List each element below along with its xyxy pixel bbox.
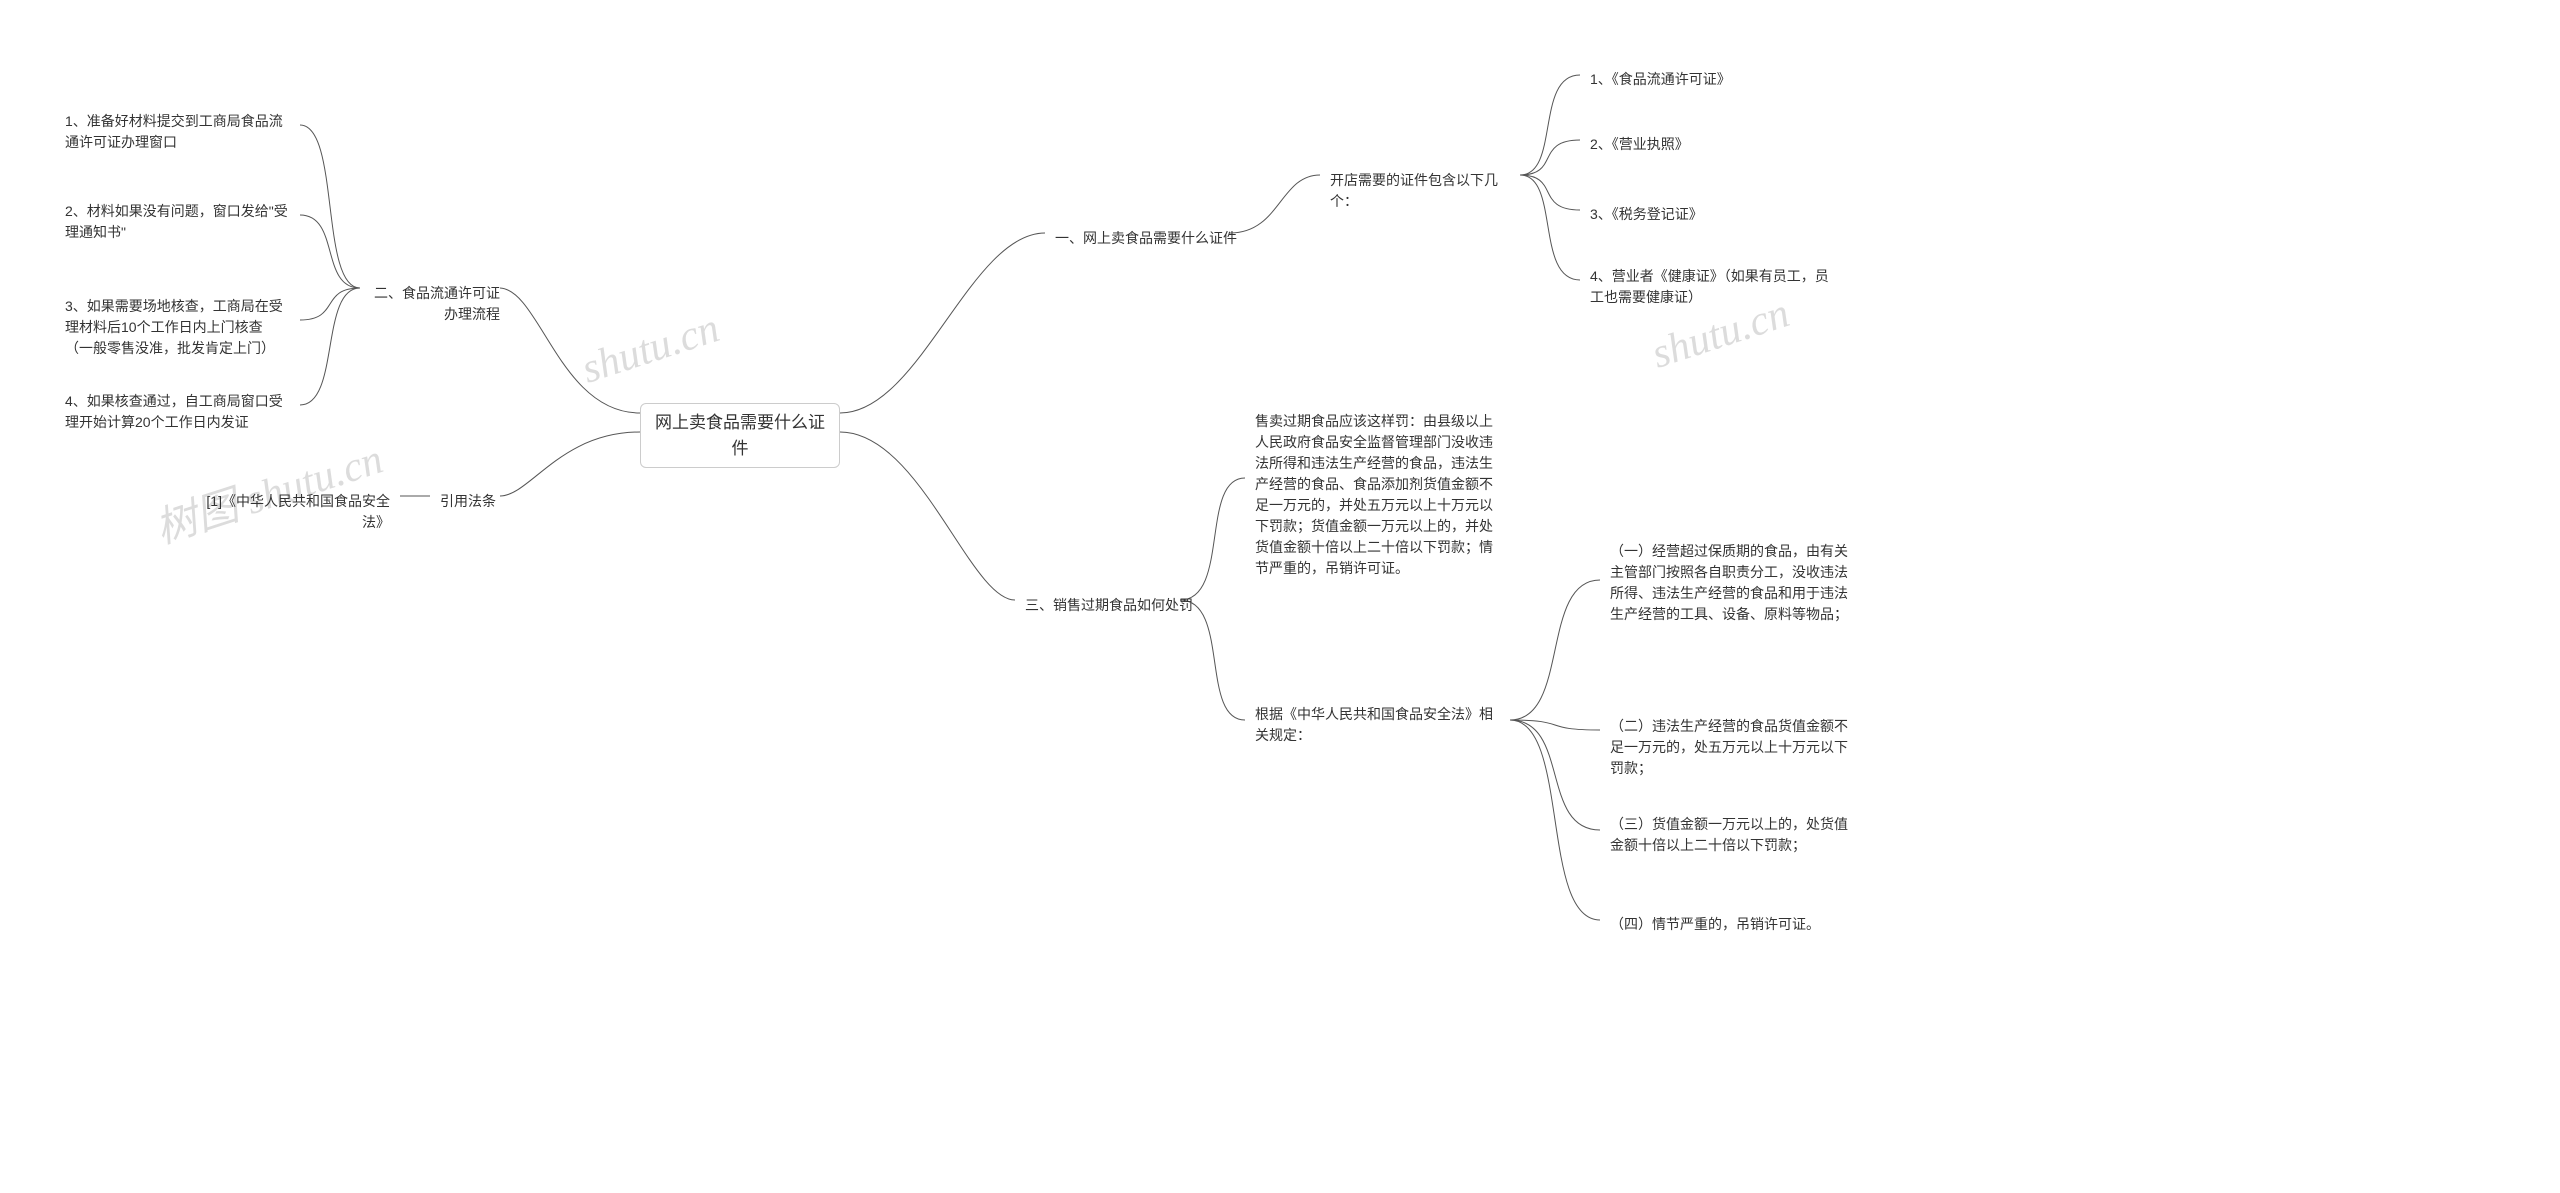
branch-3-item: （三）货值金额一万元以上的，处货值金额十倍以上二十倍以下罚款； xyxy=(1600,808,1860,862)
branch-2-item: 3、如果需要场地核查，工商局在受理材料后10个工作日内上门核查（一般零售没准，批… xyxy=(55,290,300,365)
branch-2-item: 4、如果核查通过，自工商局窗口受理开始计算20个工作日内发证 xyxy=(55,385,300,439)
branch-law-item: [1]《中华人民共和国食品安全法》 xyxy=(190,485,400,539)
branch-1-child-label: 开店需要的证件包含以下几个： xyxy=(1320,164,1520,218)
branch-3-item: （二）违法生产经营的食品货值金额不足一万元的，处五万元以上十万元以下罚款； xyxy=(1600,710,1860,785)
watermark: shutu.cn xyxy=(576,304,725,393)
branch-3-child-1: 根据《中华人民共和国食品安全法》相关规定： xyxy=(1245,698,1510,752)
branch-1-item: 2、《营业执照》 xyxy=(1580,128,1699,161)
branch-3-label: 三、销售过期食品如何处罚 xyxy=(1015,589,1203,622)
branch-1-item: 1、《食品流通许可证》 xyxy=(1580,63,1741,96)
branch-3-child-0: 售卖过期食品应该这样罚：由县级以上人民政府食品安全监督管理部门没收违法所得和违法… xyxy=(1245,405,1515,585)
mindmap-root: 网上卖食品需要什么证件 xyxy=(640,403,840,468)
branch-1-item: 4、营业者《健康证》（如果有员工，员工也需要健康证） xyxy=(1580,260,1840,314)
branch-law-label: 引用法条 xyxy=(430,485,506,518)
branch-1-label: 一、网上卖食品需要什么证件 xyxy=(1045,222,1247,255)
branch-2-item: 1、准备好材料提交到工商局食品流通许可证办理窗口 xyxy=(55,105,300,159)
branch-3-item: （一）经营超过保质期的食品，由有关主管部门按照各自职责分工，没收违法所得、违法生… xyxy=(1600,535,1860,631)
branch-2-item: 2、材料如果没有问题，窗口发给"受理通知书" xyxy=(55,195,300,249)
connectors-layer xyxy=(0,0,2560,1193)
branch-3-item: （四）情节严重的，吊销许可证。 xyxy=(1600,908,1830,941)
branch-1-item: 3、《税务登记证》 xyxy=(1580,198,1713,231)
branch-2-label: 二、食品流通许可证办理流程 xyxy=(360,277,510,331)
